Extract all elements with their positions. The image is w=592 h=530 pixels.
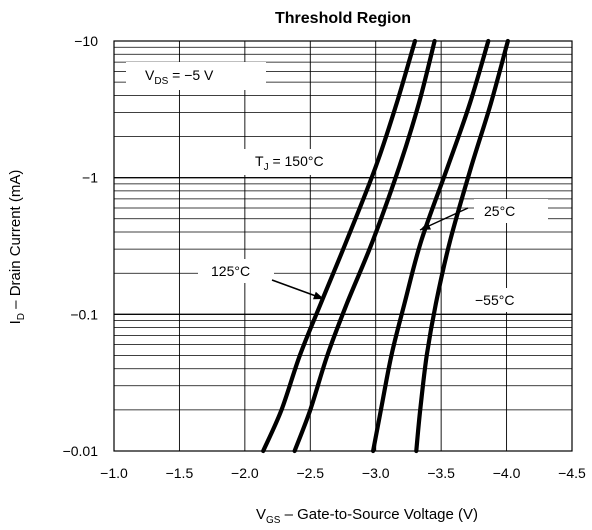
label-25c-box	[474, 199, 548, 223]
curve-minus-55c	[414, 38, 510, 454]
x-axis-label-prefix: V	[256, 506, 266, 523]
curve-series	[261, 38, 510, 454]
x-axis-label-subscript: GS	[266, 515, 281, 525]
plot-frame	[113, 40, 573, 452]
annotation-vds: VDS = −5 V	[145, 67, 214, 87]
annotation-vds-prefix: V	[145, 67, 155, 83]
annotation-150c-subscript: J	[264, 162, 269, 173]
y-tick-label: −0.01	[63, 443, 99, 459]
annotation-150c-suffix: = 150°C	[269, 153, 324, 169]
annotation-vds-suffix: = −5 V	[168, 67, 214, 83]
x-tick-label: −4.0	[493, 465, 521, 481]
x-axis-label: VGS – Gate-to-Source Voltage (V)	[256, 506, 478, 525]
y-tick-labels: −0.01 −0.1 −1 −10	[63, 33, 99, 459]
curve-150c	[261, 38, 418, 454]
curve-125c	[292, 38, 437, 454]
annotation-125c: 125°C	[211, 263, 250, 279]
y-axis-label-suffix: – Drain Current (mA)	[7, 170, 24, 313]
tj-label-box	[244, 149, 356, 175]
leader-25c-head	[420, 222, 431, 230]
leader-lines	[271, 207, 469, 300]
vds-label-box	[126, 62, 266, 90]
x-tick-label: −1.5	[166, 465, 194, 481]
chart-title: Threshold Region	[275, 10, 411, 27]
x-axis-label-suffix: – Gate-to-Source Voltage (V)	[280, 506, 478, 523]
x-tick-label: −2.5	[296, 465, 324, 481]
y-tick-label: −1	[82, 170, 98, 186]
y-tick-label: −10	[74, 33, 98, 49]
annotation-label-boxes	[126, 62, 550, 312]
y-axis-label-subscript: D	[16, 313, 27, 320]
annotation-25c: 25°C	[484, 203, 515, 219]
x-tick-label: −3.5	[427, 465, 455, 481]
y-axis-label: ID – Drain Current (mA)	[7, 170, 27, 325]
x-tick-label: −3.0	[362, 465, 390, 481]
x-tick-label: −2.0	[231, 465, 259, 481]
x-tick-labels: −1.0 −1.5 −2.0 −2.5 −3.0 −3.5 −4.0 −4.5	[100, 465, 586, 481]
leader-125c-head	[313, 291, 324, 300]
curve-25c	[371, 38, 491, 454]
label-125c-box	[198, 259, 274, 283]
y-tick-label: −0.1	[70, 306, 98, 322]
x-tick-label: −1.0	[100, 465, 128, 481]
x-tick-label: −4.5	[558, 465, 586, 481]
label-minus-55c-box	[466, 288, 550, 312]
annotation-150c-prefix: T	[255, 153, 264, 169]
y-axis-label-prefix: I	[7, 320, 24, 324]
annotation-minus-55c: −55°C	[475, 292, 514, 308]
annotation-vds-subscript: DS	[154, 76, 168, 87]
annotation-150c: TJ = 150°C	[255, 153, 324, 173]
